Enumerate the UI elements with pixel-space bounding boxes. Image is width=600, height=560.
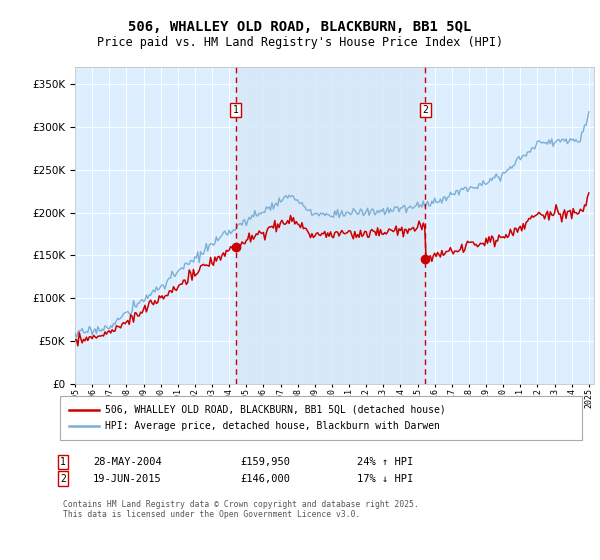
Text: 1: 1 (233, 105, 239, 115)
Text: 19-JUN-2015: 19-JUN-2015 (93, 474, 162, 484)
Text: 2: 2 (60, 474, 66, 484)
Text: 28-MAY-2004: 28-MAY-2004 (93, 457, 162, 467)
Text: 506, WHALLEY OLD ROAD, BLACKBURN, BB1 5QL: 506, WHALLEY OLD ROAD, BLACKBURN, BB1 5Q… (128, 20, 472, 34)
Text: 24% ↑ HPI: 24% ↑ HPI (357, 457, 413, 467)
Text: 2: 2 (422, 105, 428, 115)
Text: £159,950: £159,950 (240, 457, 290, 467)
Text: 17% ↓ HPI: 17% ↓ HPI (357, 474, 413, 484)
Text: HPI: Average price, detached house, Blackburn with Darwen: HPI: Average price, detached house, Blac… (105, 421, 440, 431)
Text: 506, WHALLEY OLD ROAD, BLACKBURN, BB1 5QL (detached house): 506, WHALLEY OLD ROAD, BLACKBURN, BB1 5Q… (105, 405, 446, 415)
Text: £146,000: £146,000 (240, 474, 290, 484)
Text: Contains HM Land Registry data © Crown copyright and database right 2025.
This d: Contains HM Land Registry data © Crown c… (63, 500, 419, 519)
Bar (236, 67, 425, 384)
Text: 1: 1 (60, 457, 66, 467)
Text: Price paid vs. HM Land Registry's House Price Index (HPI): Price paid vs. HM Land Registry's House … (97, 36, 503, 49)
